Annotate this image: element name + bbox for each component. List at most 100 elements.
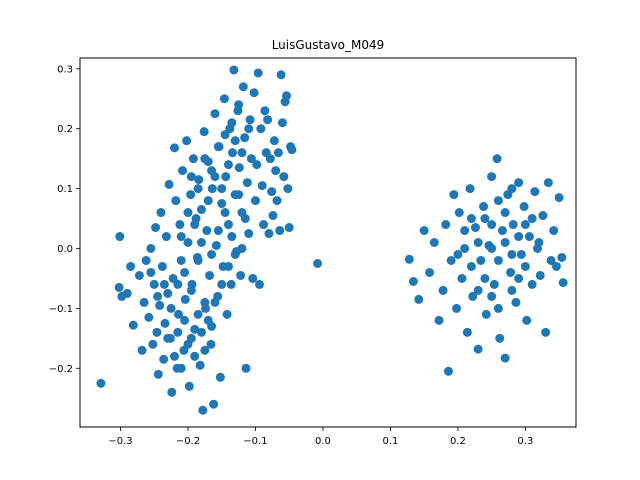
scatter-point (234, 163, 244, 173)
scatter-point (223, 261, 233, 271)
scatter-point (234, 100, 244, 110)
scatter-point (220, 208, 230, 218)
scatter-point (466, 261, 476, 271)
scatter-point (144, 312, 154, 322)
scatter-point (497, 226, 507, 236)
x-tick-label: 0.1 (382, 436, 398, 447)
scatter-point (200, 297, 210, 307)
scatter-point (522, 315, 532, 325)
scatter-point (554, 193, 564, 203)
scatter-point (213, 226, 223, 236)
scatter-point (516, 249, 526, 259)
scatter-point (244, 229, 254, 239)
scatter-point (265, 154, 275, 164)
scatter-point (159, 279, 169, 289)
scatter-point (511, 297, 521, 307)
y-axis: −0.2 −0.1 0.0 0.1 0.2 0.3 (49, 64, 80, 375)
scatter-point (268, 211, 278, 221)
scatter-point (174, 309, 184, 319)
scatter-point (255, 279, 264, 289)
scatter-point (160, 318, 170, 328)
scatter-point (240, 133, 250, 143)
scatter-point (173, 327, 183, 337)
scatter-point (115, 232, 125, 242)
scatter-point (534, 238, 544, 247)
scatter-point (237, 148, 247, 158)
scatter-point (193, 309, 203, 319)
scatter-point (530, 187, 540, 197)
scatter-point (507, 285, 517, 295)
scatter-point (167, 387, 177, 397)
scatter-point (163, 288, 173, 298)
scatter-point (267, 187, 277, 197)
scatter-point (493, 255, 503, 265)
scatter-point (414, 294, 424, 304)
scatter-point (155, 300, 165, 310)
scatter-point (535, 270, 545, 280)
scatter-point (244, 124, 254, 134)
y-tick-label: −0.2 (49, 364, 73, 375)
x-tick-label: −0.1 (243, 436, 267, 447)
scatter-point (200, 345, 210, 355)
scatter-point (220, 130, 230, 140)
scatter-point (213, 142, 223, 152)
scatter-point (180, 294, 190, 304)
scatter-point (210, 109, 220, 119)
scatter-point (429, 238, 439, 247)
scatter-point (163, 333, 173, 343)
scatter-point (180, 315, 190, 325)
scatter-point (500, 208, 510, 218)
scatter-point (193, 184, 203, 194)
scatter-point (425, 267, 435, 277)
scatter-point (287, 145, 297, 155)
scatter-point (543, 178, 553, 188)
scatter-point (173, 279, 183, 289)
scatter-point (183, 208, 193, 218)
scatter-point (473, 285, 483, 295)
scatter-point (236, 270, 246, 280)
scatter-point (196, 238, 206, 247)
scatter-point (514, 273, 524, 283)
x-tick-label: −0.2 (176, 436, 200, 447)
scatter-point (210, 297, 220, 307)
scatter-point (159, 354, 169, 364)
scatter-point (157, 261, 167, 271)
scatter-point (205, 270, 215, 280)
scatter-point (171, 196, 181, 206)
scatter-point (541, 327, 551, 337)
scatter-point (250, 196, 260, 206)
scatter-point (237, 243, 247, 253)
scatter-point (275, 226, 285, 236)
scatter-point (180, 267, 190, 277)
scatter-point (253, 68, 263, 78)
scatter-point (460, 243, 470, 253)
scatter-point (514, 178, 524, 188)
scatter-point (226, 279, 236, 289)
scatter-point (495, 333, 505, 343)
scatter-point (248, 273, 258, 283)
scatter-point (199, 127, 209, 137)
scatter-point (217, 199, 227, 209)
scatter-point (468, 291, 478, 301)
x-axis: −0.3 −0.2 −0.1 0.0 0.1 0.2 0.3 (108, 427, 533, 447)
scatter-point (489, 279, 499, 289)
scatter-point (546, 255, 556, 265)
scatter-point (246, 154, 256, 164)
scatter-point (492, 154, 502, 164)
scatter-point (153, 369, 163, 379)
scatter-point (272, 196, 282, 206)
scatter-point (434, 315, 444, 325)
x-tick-label: 0.3 (517, 436, 533, 447)
scatter-point (282, 91, 291, 101)
scatter-point (313, 258, 323, 268)
scatter-point (156, 208, 166, 218)
y-tick-label: −0.1 (49, 304, 73, 315)
plot-frame (79, 57, 577, 428)
scatter-point (169, 351, 179, 361)
scatter-point (240, 214, 250, 224)
scatter-point (149, 279, 159, 289)
scatter-point (230, 249, 240, 259)
points-layer (96, 65, 568, 415)
scatter-point (126, 261, 136, 271)
scatter-point (186, 285, 196, 295)
